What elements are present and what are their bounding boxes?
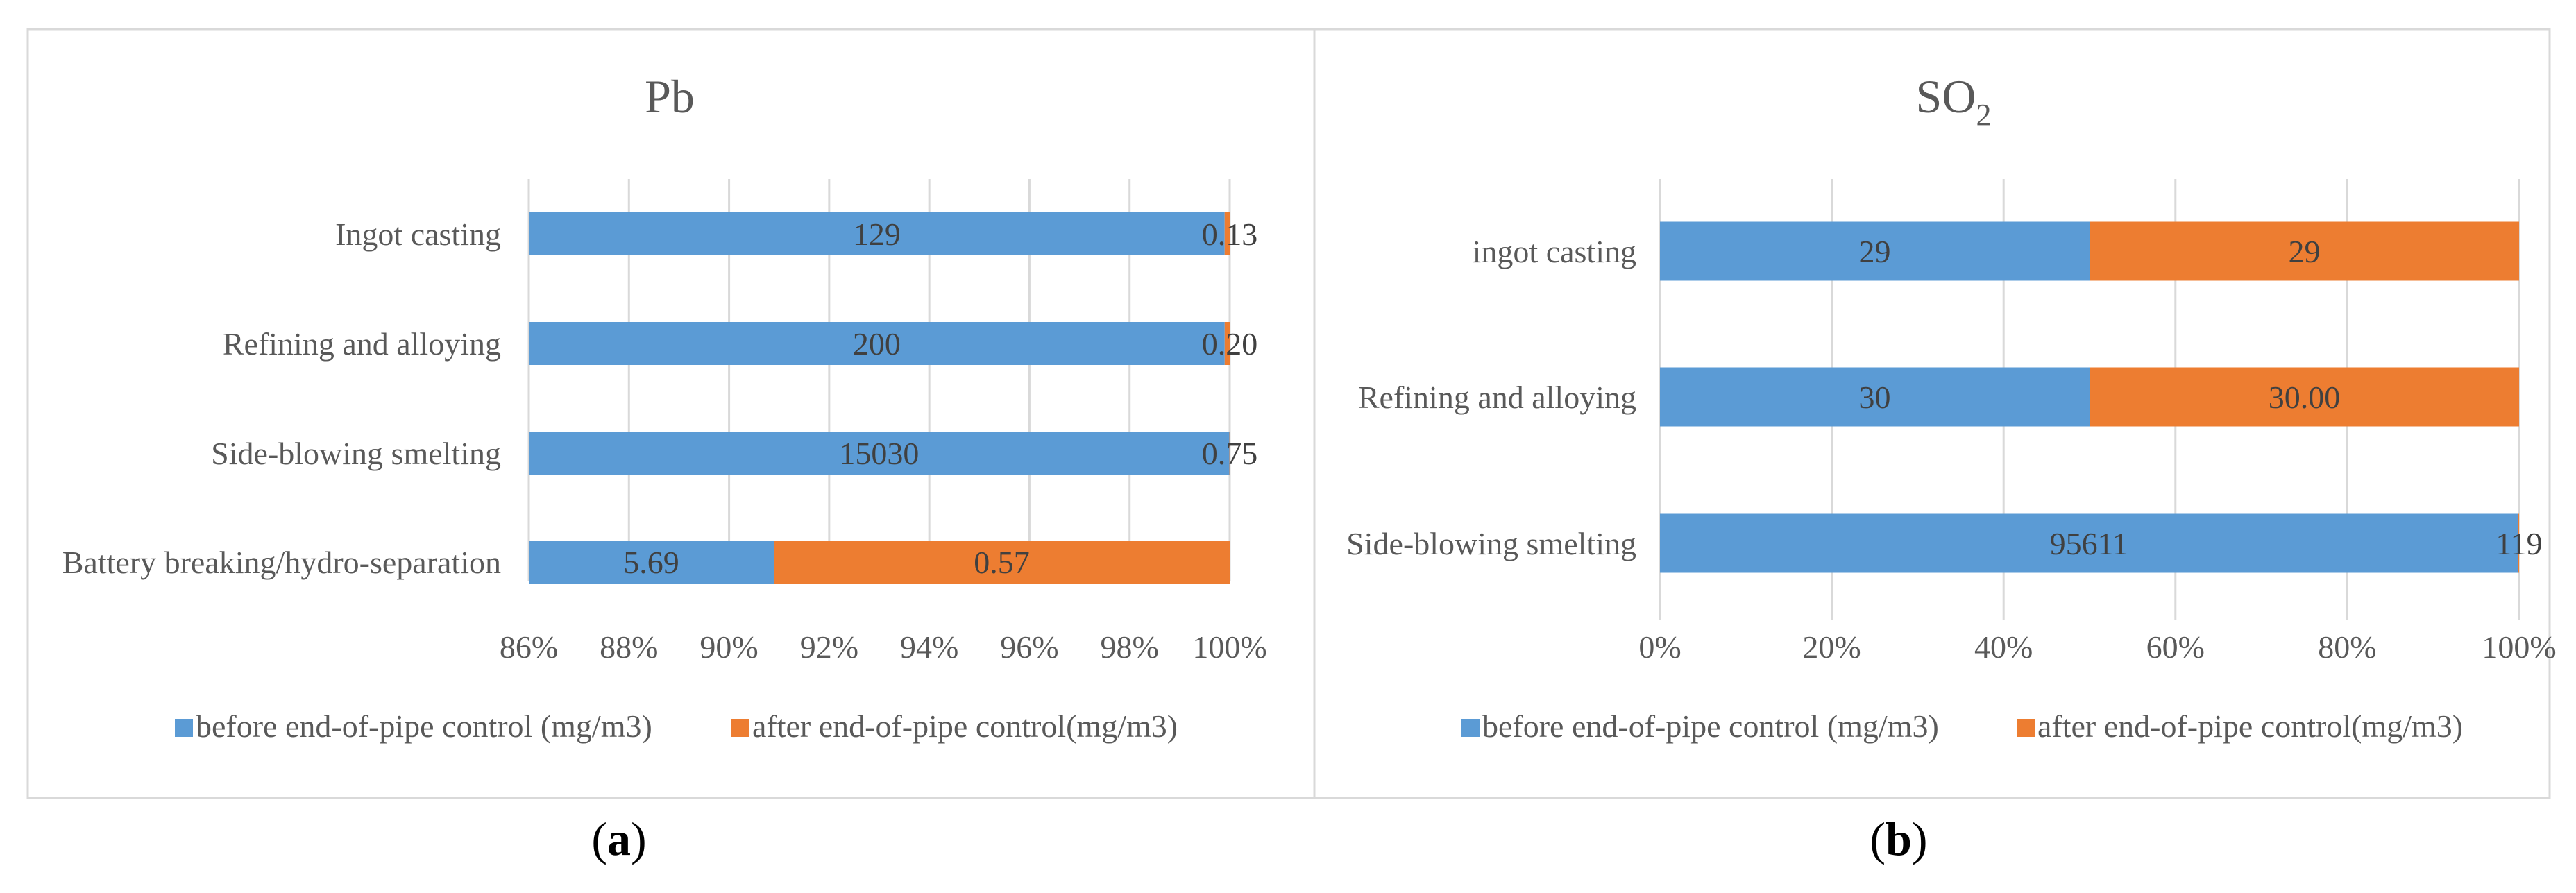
chart-so2-category-label: Refining and alloying <box>1358 380 1636 415</box>
chart-so2-data-label-after: 119 <box>2496 526 2542 561</box>
chart-pb-title: Pb <box>645 70 695 123</box>
panel-label-a-letter: a <box>607 813 631 865</box>
chart-so2-x-tick-label: 40% <box>1974 629 2033 665</box>
chart-pb-x-tick-label: 86% <box>500 629 558 665</box>
chart-so2-bar-after <box>2518 513 2519 573</box>
chart-pb-bar-after <box>774 541 1230 584</box>
panel-b-frame <box>1313 28 2551 799</box>
chart-so2-category-label: ingot casting <box>1473 234 1636 269</box>
chart-pb-data-label-after: 0.75 <box>1202 436 1258 471</box>
chart-pb-bar-before <box>529 322 1225 365</box>
chart-so2-legend: before end-of-pipe control (mg/m3) after … <box>1461 708 2463 744</box>
chart-pb-x-tick-label: 96% <box>1000 629 1058 665</box>
chart-so2-x-tick-label: 100% <box>2482 629 2556 665</box>
chart-so2: SO2 29 29 30 30.00 95611 119 ingot casting Ref… <box>1346 70 2556 744</box>
chart-pb-bar-after <box>1224 322 1230 365</box>
chart-pb-bar-before <box>529 432 1230 475</box>
chart-so2-data-label-after: 29 <box>2289 234 2321 269</box>
chart-pb-x-tick-label: 90% <box>700 629 758 665</box>
chart-pb-data-label-before: 5.69 <box>623 545 679 580</box>
panel-label-b-letter: b <box>1886 813 1912 865</box>
chart-pb-legend-label: after end-of-pipe control(mg/m3) <box>752 708 1178 744</box>
chart-so2-bar-after <box>2090 221 2519 281</box>
chart-so2-data-label-before: 29 <box>1859 234 1891 269</box>
chart-pb-data-label-after: 0.57 <box>974 545 1030 580</box>
chart-pb-category-labels: Ingot casting Refining and alloying Side-b… <box>62 216 501 580</box>
chart-so2-data-label-before: 95611 <box>2050 526 2128 561</box>
chart-pb-x-tick-label: 98% <box>1101 629 1159 665</box>
panel-label-b: (b) <box>1870 813 1927 865</box>
chart-so2-legend-label: before end-of-pipe control (mg/m3) <box>1482 708 1939 744</box>
chart-so2-bars: 29 29 30 30.00 95611 119 <box>1660 221 2543 573</box>
chart-pb-bar-before <box>529 212 1225 255</box>
chart-so2-bar-before <box>1660 367 2090 427</box>
chart-so2-x-tick-label: 60% <box>2146 629 2205 665</box>
chart-so2-bar-before <box>1660 513 2518 573</box>
chart-pb-data-label-after: 0.20 <box>1202 326 1258 362</box>
chart-pb-x-tick-label: 94% <box>900 629 958 665</box>
chart-so2-title: SO2 <box>1916 70 1992 132</box>
chart-so2-x-tick-label: 80% <box>2318 629 2376 665</box>
chart-so2-legend-swatch <box>1461 719 1480 737</box>
chart-pb-x-tick-label: 88% <box>600 629 658 665</box>
chart-so2-bar-before <box>1660 221 2090 281</box>
chart-pb-legend-swatch <box>175 719 193 737</box>
chart-pb-data-label-before: 129 <box>853 216 901 252</box>
panel-a-frame <box>26 28 1316 799</box>
chart-pb-legend: before end-of-pipe control (mg/m3) after … <box>175 708 1178 744</box>
chart-pb-bars: 129 0.13 200 0.20 15030 0.75 5.69 0.57 <box>529 212 1257 584</box>
chart-pb-x-tick-label: 92% <box>800 629 858 665</box>
chart-so2-legend-label: after end-of-pipe control(mg/m3) <box>2037 708 2463 744</box>
chart-so2-title-main: SO <box>1916 70 1976 123</box>
chart-so2-x-tick-labels: 0% 20% 40% 60% 80% 100% <box>1638 629 2556 665</box>
chart-pb-legend-swatch <box>731 719 749 737</box>
chart-pb-bar-after <box>1224 212 1230 255</box>
chart-pb-data-label-before: 15030 <box>839 436 919 471</box>
chart-so2-x-tick-label: 0% <box>1638 629 1681 665</box>
chart-pb-category-label: Refining and alloying <box>223 326 501 362</box>
chart-pb-x-tick-labels: 86% 88% 90% 92% 94% 96% 98% 100% <box>500 629 1267 665</box>
chart-pb-data-label-after: 0.13 <box>1202 216 1258 252</box>
chart-so2-data-label-after: 30.00 <box>2269 380 2341 415</box>
panel-label-a: (a) <box>591 813 646 865</box>
chart-pb-category-label: Ingot casting <box>335 216 501 252</box>
chart-pb-x-tick-label: 100% <box>1192 629 1266 665</box>
chart-so2-title-subscript: 2 <box>1976 98 1991 132</box>
chart-pb-category-label: Side-blowing smelting <box>211 436 501 471</box>
chart-so2-legend-swatch <box>2017 719 2035 737</box>
chart-so2-x-tick-label: 20% <box>1802 629 1861 665</box>
chart-pb-data-label-before: 200 <box>853 326 901 362</box>
chart-pb: Pb 129 0.13 200 0.20 15030 0.75 5.69 0.57 Ingot… <box>62 70 1267 744</box>
chart-so2-data-label-before: 30 <box>1859 380 1891 415</box>
chart-so2-bar-after <box>2090 367 2519 427</box>
chart-pb-category-label: Battery breaking/hydro-separation <box>62 545 501 580</box>
chart-pb-legend-label: before end-of-pipe control (mg/m3) <box>196 708 652 744</box>
chart-so2-category-label: Side-blowing smelting <box>1346 526 1636 561</box>
chart-pb-bar-before <box>529 541 774 584</box>
chart-so2-category-labels: ingot casting Refining and alloying Side-b… <box>1346 234 1636 561</box>
